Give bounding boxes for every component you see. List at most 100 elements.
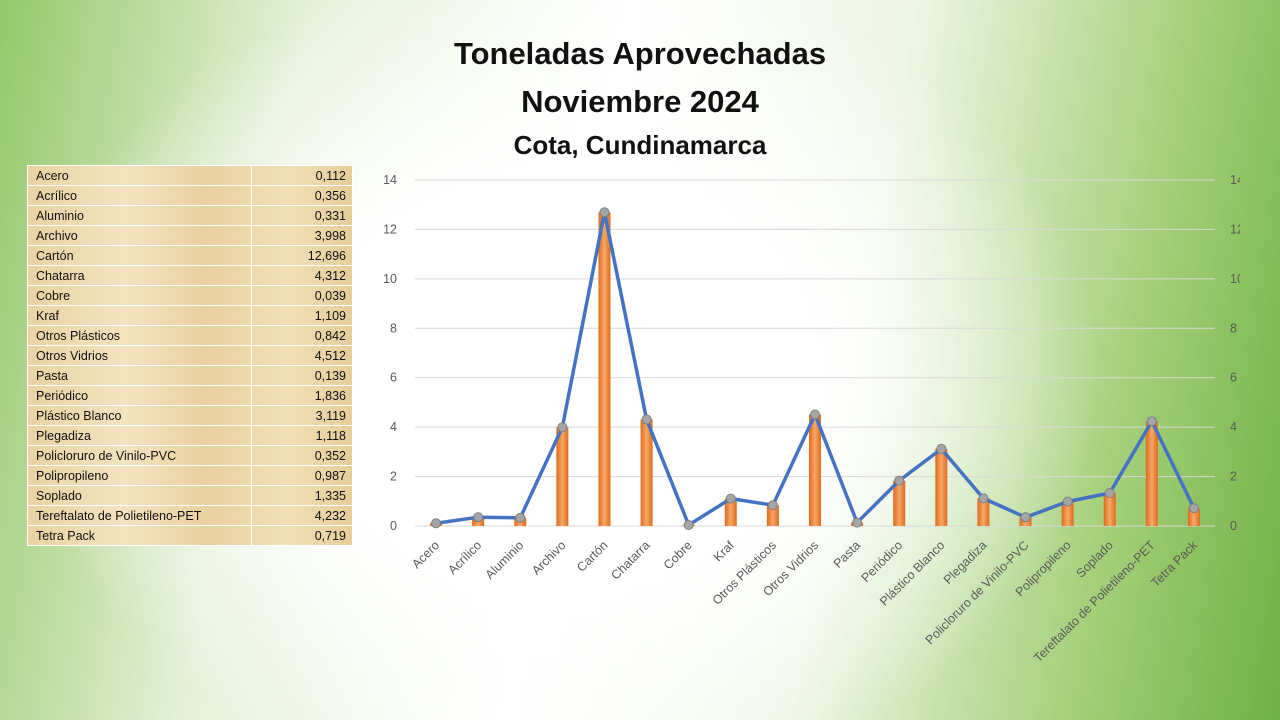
material-name-cell: Otros Vidrios [27,345,252,366]
material-value-cell: 0,112 [251,165,353,186]
table-row: Periódico 1,836 [27,385,353,406]
table-row: Archivo 3,998 [27,225,353,246]
table-row: Otros Vidrios 4,512 [27,345,353,366]
bar [1145,421,1158,526]
table-body: Acero 0,112 Acrílico 0,356 Aluminio 0,331 Arch… [27,165,353,546]
material-value-cell: 0,139 [251,365,353,386]
material-name-cell: Aluminio [27,205,252,226]
material-value-cell: 3,119 [251,405,353,426]
line-point [683,520,694,531]
y-tick-label-left: 8 [390,321,397,335]
line-point [473,512,484,523]
y-tick-label-left: 6 [390,371,397,385]
line-series [431,207,1199,531]
line-point [852,517,863,528]
x-tick-label: Archivo [529,538,568,577]
line-point [725,493,736,504]
line-point [1188,503,1199,514]
x-tick-label: Tetra Pack [1148,538,1200,590]
chart-title-line2: Noviembre 2024 [521,84,759,119]
material-value-cell: 4,232 [251,505,353,526]
bar [766,505,779,526]
y-axis-right: 0 2 4 6 8 10 12 14 [1230,173,1240,533]
line-point [810,409,820,420]
material-name-cell: Otros Plásticos [27,325,252,346]
x-tick-label: Cobre [661,538,695,572]
bar [893,480,906,526]
material-name-cell: Cobre [27,285,252,306]
y-tick-label-left: 4 [390,420,397,434]
material-value-cell: 3,998 [251,225,353,246]
table-row: Soplado 1,335 [27,485,353,506]
y-tick-label-right: 4 [1230,420,1237,434]
line-point [767,500,778,511]
table-row: Acrílico 0,356 [27,185,353,206]
x-tick-label: Acrílico [445,538,484,577]
table-row: Tereftalato de Polietileno-PET 4,232 [27,505,353,526]
material-name-cell: Acero [27,165,252,186]
line-point [599,207,610,218]
table-row: Otros Plásticos 0,842 [27,325,353,346]
line-point [1146,416,1157,427]
material-name-cell: Polipropileno [27,465,252,486]
x-tick-label: Aluminio [483,538,527,582]
y-tick-label-left: 10 [383,272,397,286]
material-name-cell: Archivo [27,225,252,246]
y-tick-label-right: 8 [1230,321,1237,335]
y-tick-label-right: 6 [1230,371,1237,385]
table-row: Acero 0,112 [27,165,353,186]
bar [809,414,821,526]
y-tick-label-left: 12 [383,222,397,236]
y-axis-left: 0 2 4 6 8 10 12 14 [383,173,397,533]
material-value-cell: 12,696 [251,245,353,266]
material-value-cell: 4,512 [251,345,353,366]
line-point [1020,512,1031,523]
line-point [557,422,568,433]
table-row: Kraf 1,109 [27,305,353,326]
material-name-cell: Policloruro de Vinilo-PVC [27,445,252,466]
line-point [894,475,905,486]
table-row: Plegadiza 1,118 [27,425,353,446]
x-tick-label: Acero [409,538,442,571]
line-point [1104,488,1115,499]
bar [1187,508,1200,526]
material-value-cell: 0,356 [251,185,353,206]
material-name-cell: Plegadiza [27,425,252,446]
y-tick-label-right: 0 [1230,519,1237,533]
material-value-cell: 0,842 [251,325,353,346]
material-value-cell: 1,118 [251,425,353,446]
table-row: Chatarra 4,312 [27,265,353,286]
chart-title-block: Toneladas Aprovechadas Noviembre 2024 Co… [340,30,940,161]
chart-subtitle: Cota, Cundinamarca [513,130,767,160]
table-row: Plástico Blanco 3,119 [27,405,353,426]
material-name-cell: Tereftalato de Polietileno-PET [27,505,252,526]
line-point [978,493,989,504]
material-name-cell: Cartón [27,245,252,266]
bar [1103,493,1116,526]
table-row: Policloruro de Vinilo-PVC 0,352 [27,445,353,466]
y-tick-label-left: 0 [390,519,397,533]
line-point [641,414,652,425]
bar-series [430,212,1200,527]
tonnage-combo-chart: 0 2 4 6 8 10 12 14 0 2 4 6 8 10 12 14 AceroAcrílicoAlu… [383,173,1240,665]
bar [598,212,611,527]
y-tick-label-right: 12 [1230,222,1240,236]
x-tick-label: Kraf [711,538,737,564]
material-value-cell: 0,331 [251,205,353,226]
x-tick-label: Chatarra [608,538,652,582]
bar [977,498,990,526]
bar [724,498,737,526]
x-tick-label: Soplado [1074,538,1116,580]
material-value-cell: 4,312 [251,265,353,286]
table-row: Cobre 0,039 [27,285,353,306]
x-tick-label: Pasta [831,538,864,571]
table-row: Cartón 12,696 [27,245,353,266]
material-name-cell: Tetra Pack [27,525,252,546]
line-point [515,512,526,523]
material-tonnage-table: Acero 0,112 Acrílico 0,356 Aluminio 0,331 Arch… [27,165,353,546]
material-name-cell: Pasta [27,365,252,386]
table-row: Pasta 0,139 [27,365,353,386]
bar [556,427,569,526]
line-point [431,518,442,529]
